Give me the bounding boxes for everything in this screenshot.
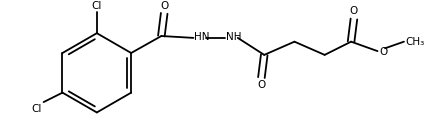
Text: Cl: Cl xyxy=(92,1,102,11)
Text: NH: NH xyxy=(226,32,241,42)
Text: O: O xyxy=(379,47,388,57)
Text: O: O xyxy=(257,80,265,90)
Text: O: O xyxy=(350,6,358,16)
Text: HN: HN xyxy=(194,32,210,42)
Text: CH₃: CH₃ xyxy=(406,37,425,47)
Text: Cl: Cl xyxy=(31,104,42,114)
Text: O: O xyxy=(160,1,168,11)
